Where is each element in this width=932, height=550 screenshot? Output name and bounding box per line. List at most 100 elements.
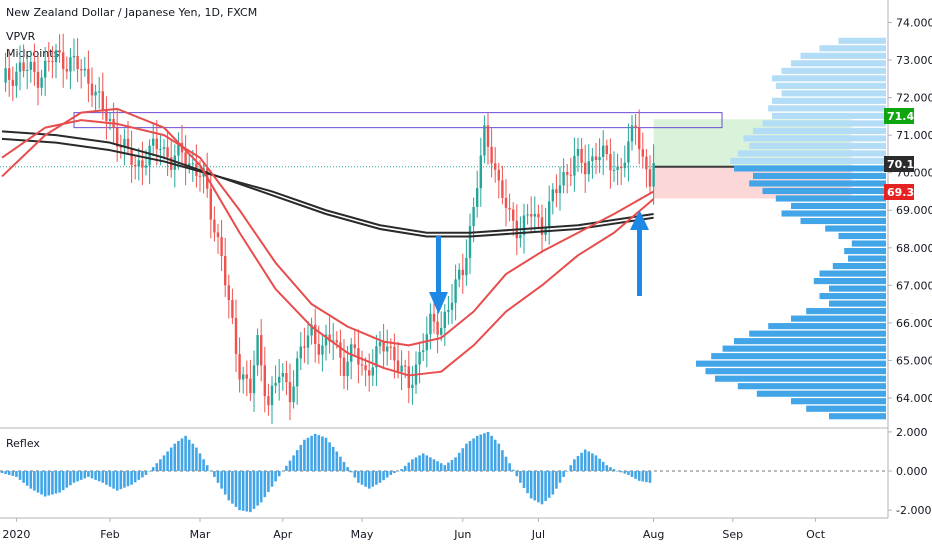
candle-body (461, 269, 464, 276)
reflex-bar (288, 460, 292, 472)
candle-body (551, 189, 554, 202)
reflex-bar (587, 451, 591, 472)
reflex-bar (490, 435, 493, 472)
candle-body (191, 163, 194, 165)
reflex-bar (486, 431, 490, 472)
reflex-bar (101, 471, 105, 483)
volume-profile-bar (781, 67, 886, 74)
resistance-zone-box (73, 112, 723, 129)
indicator-midpoints-label[interactable]: Midpoints (6, 47, 60, 60)
reflex-bar (148, 471, 151, 472)
candle-body (612, 169, 616, 171)
candle-body (166, 147, 169, 158)
volume-profile-bar (722, 345, 886, 352)
candle-body (152, 138, 155, 146)
candle-body (436, 321, 439, 335)
candle-body (108, 119, 112, 121)
candle-body (292, 386, 295, 403)
reflex-bar (533, 471, 537, 501)
candle-body (620, 166, 623, 169)
candle-body (227, 285, 230, 301)
volume-profile-bar (772, 75, 886, 82)
candle-body (443, 311, 446, 329)
reflex-bar (22, 471, 25, 483)
candle-body (479, 155, 482, 189)
candle-body (558, 185, 562, 194)
reflex-bar (267, 471, 270, 492)
reflex-bar (457, 452, 461, 472)
candle-body (548, 201, 551, 227)
candle-body (123, 138, 126, 147)
time-axis[interactable]: 2020 Feb Mar Apr May Jun Jul Aug Sep Oct (2, 518, 826, 541)
reflex-bar (303, 439, 306, 472)
candle-body (116, 127, 119, 147)
reflex-bar (371, 471, 375, 487)
volume-profile-bar (696, 360, 886, 367)
price-axis[interactable]: 74.00073.00072.00071.00070.00069.00068.0… (888, 17, 932, 405)
candle-body (537, 213, 540, 218)
reflex-bar (576, 456, 580, 472)
reflex-bar (504, 456, 508, 472)
candle-body (623, 162, 626, 169)
reflex-bar (558, 471, 562, 483)
reflex-bar (43, 471, 47, 497)
candle-body (400, 365, 403, 372)
reflex-bar (270, 471, 274, 487)
time-axis-label: Jun (453, 528, 471, 541)
time-axis-label: Oct (806, 528, 826, 541)
candle-body (602, 145, 605, 158)
candle-body (494, 163, 497, 170)
reflex-bar (0, 471, 4, 473)
candle-body (634, 125, 637, 128)
candle-body (242, 374, 245, 380)
candle-body (522, 215, 526, 235)
candle-body (584, 162, 587, 175)
volume-profile-bar (753, 127, 886, 134)
reflex-bar (601, 461, 605, 472)
reflex-bar (569, 465, 573, 472)
candle-body (569, 174, 572, 176)
reflex-bar (195, 447, 198, 472)
candle-body (555, 189, 558, 194)
reflex-bar (306, 437, 310, 472)
reflex-bar (648, 471, 652, 483)
reflex-bar (227, 471, 231, 501)
candle-body (648, 169, 652, 187)
reflex-bar (65, 471, 69, 488)
indicator-vpvr-label[interactable]: VPVR (6, 30, 36, 43)
reflex-bar (357, 471, 360, 483)
candle-body (299, 346, 302, 359)
time-axis-label: Jul (531, 528, 545, 541)
candle-body (267, 396, 270, 406)
candle-body (238, 354, 241, 380)
reflex-bar (72, 471, 76, 483)
candle-body (497, 169, 500, 181)
reflex-bar (591, 453, 594, 472)
price-axis-label: 64.000 (896, 392, 932, 405)
candle-body (404, 365, 407, 367)
candle-body (573, 155, 576, 176)
volume-profile-bar (813, 278, 886, 285)
reflex-bar (252, 471, 256, 509)
candle-body (51, 61, 54, 63)
reflex-bar (609, 467, 612, 472)
candle-body (274, 382, 277, 386)
oscillator-title[interactable]: Reflex (6, 437, 40, 450)
reflex-bar (645, 471, 648, 483)
candle-body (105, 110, 108, 121)
reflex-bar (177, 441, 180, 472)
volume-profile-bar (768, 105, 886, 112)
reflex-bar (324, 437, 328, 472)
oscillator-axis[interactable]: 2.000 0.000 -2.000 (888, 426, 931, 517)
candle-body (119, 146, 122, 148)
reflex-bar (418, 455, 421, 472)
volume-profile-bar (749, 330, 886, 337)
reflex-bar (310, 435, 313, 472)
arrows-layer (429, 210, 649, 314)
time-axis-label: 2020 (2, 528, 30, 541)
volume-profile-bar (762, 120, 886, 127)
candle-body (8, 68, 11, 80)
reflex-bar (295, 450, 299, 472)
reflex-bar (583, 449, 587, 472)
